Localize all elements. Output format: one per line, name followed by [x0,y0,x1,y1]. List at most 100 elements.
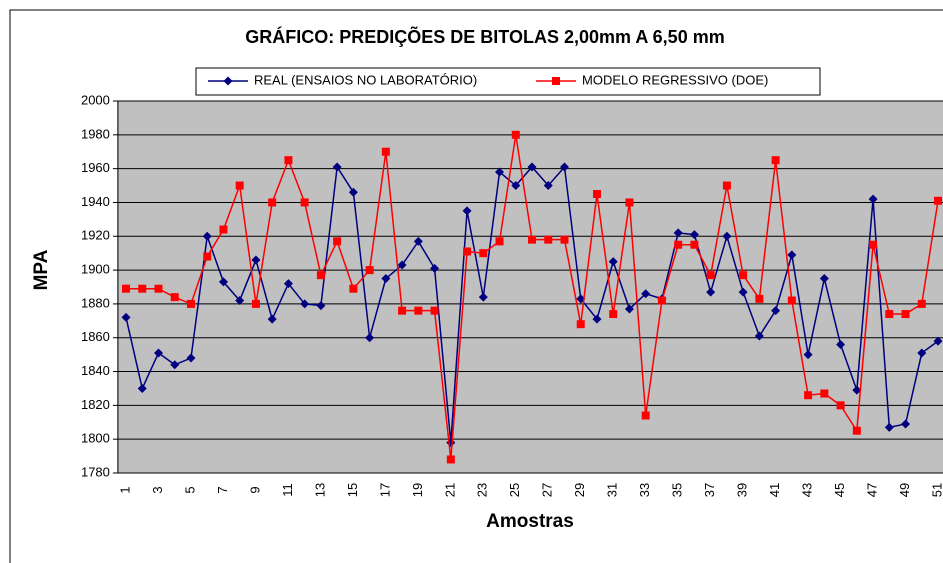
legend-label: REAL (ENSAIOS NO LABORATÓRIO) [254,72,477,87]
x-tick-label: 27 [540,483,555,497]
data-point [836,401,845,410]
y-axis-label: MPA [31,249,52,290]
data-point [706,287,716,297]
x-tick-label: 37 [702,483,717,497]
data-point [673,228,683,238]
x-tick-label: 1 [117,486,132,493]
data-point [333,237,342,246]
data-point [543,181,553,191]
data-point [625,198,634,207]
data-point [576,320,585,329]
data-point [511,130,520,139]
legend-label: MODELO REGRESSIVO (DOE) [582,72,768,87]
data-point [300,198,309,207]
x-tick-label: 49 [897,483,912,497]
x-tick-label: 19 [410,483,425,497]
data-point [592,314,602,324]
data-point [462,206,472,216]
data-point [414,306,423,315]
x-tick-label: 31 [605,483,620,497]
data-point [495,237,504,246]
x-tick-label: 51 [929,483,943,497]
y-tick-label: 1960 [81,160,110,175]
data-point [641,289,651,299]
data-point [608,257,618,267]
data-point [624,304,634,314]
data-point [283,279,293,289]
data-point [202,231,212,241]
data-point [365,333,375,343]
data-point [121,312,131,322]
data-point [235,181,244,190]
data-point [478,292,488,302]
data-point [901,419,911,429]
data-point [868,194,878,204]
x-tick-label: 13 [312,483,327,497]
data-point [381,147,390,156]
x-tick-label: 29 [572,483,587,497]
data-point [137,383,147,393]
data-point [592,190,601,198]
x-tick-label: 43 [800,483,815,497]
data-point [609,310,618,319]
data-point [722,231,732,241]
x-tick-label: 25 [507,483,522,497]
data-point [804,391,813,400]
data-point [413,236,423,246]
data-point [154,348,163,358]
x-tick-label: 11 [280,483,295,497]
x-tick-label: 5 [182,486,197,493]
data-point [934,196,943,205]
data-point [122,284,131,293]
data-point [381,274,391,284]
y-tick-label: 1940 [81,194,110,209]
data-point [917,348,927,358]
data-point [138,284,147,293]
data-point [170,360,180,370]
x-tick-label: 41 [767,483,782,497]
data-point [348,187,358,197]
chart-title: GRÁFICO: PREDIÇÕES DE BITOLAS 2,00mm A 6… [245,26,724,47]
y-tick-label: 1840 [81,363,110,378]
x-tick-label: 15 [345,483,360,497]
data-point [852,385,862,395]
x-tick-label: 7 [215,486,230,493]
data-point [884,422,894,432]
data-point [560,162,569,172]
data-point [251,299,260,308]
data-point [820,389,829,398]
data-point [511,181,521,191]
data-point [755,294,764,303]
x-tick-label: 45 [832,483,847,497]
data-point [397,260,407,270]
data-point [771,156,780,165]
data-point [933,336,943,346]
y-tick-label: 1780 [81,464,110,479]
x-tick-label: 47 [864,483,879,497]
data-point [528,235,537,244]
data-point [154,284,163,293]
y-tick-label: 1820 [81,397,110,412]
x-tick-label: 21 [442,483,457,497]
x-tick-label: 3 [150,486,165,493]
data-point [316,301,326,311]
data-point [495,167,505,177]
data-point [170,293,179,302]
data-point [689,230,699,240]
data-point [186,299,195,308]
plot-area [117,100,943,474]
data-point [738,287,748,297]
x-tick-label: 33 [637,483,652,497]
data-point [836,339,846,349]
y-tick-label: 1920 [81,228,110,243]
y-tick-label: 2000 [81,92,110,107]
data-point [787,296,796,305]
data-point [739,271,748,280]
data-point [300,299,310,309]
data-point [527,162,537,172]
data-point [722,181,731,190]
legend-marker [223,76,233,86]
data-point [218,277,228,287]
data-point [203,252,212,261]
